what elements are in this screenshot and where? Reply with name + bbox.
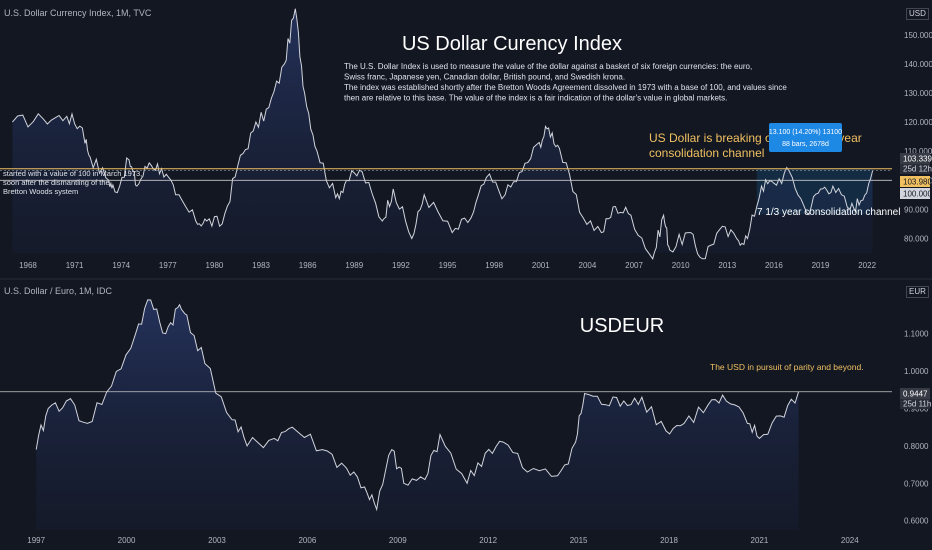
- usdeur-x-tick-9: 2024: [841, 536, 859, 545]
- usdeur-x-tick-2: 2003: [208, 536, 226, 545]
- usdeur-x-tick-7: 2018: [660, 536, 678, 545]
- dxy-y-tick-4: 120.000: [904, 118, 932, 127]
- breakout-note-line-1: consolidation channel: [649, 146, 764, 160]
- usdeur-y-tick-4: 1.0000: [904, 367, 929, 376]
- start-note-line-1: soon after the dismantling of the: [3, 178, 110, 187]
- start-note-line-0: started with a value of 100 in March 197…: [3, 169, 142, 178]
- dxy-x-tick-1: 1971: [66, 261, 84, 270]
- dxy-last-price-tag-bg: [900, 153, 930, 164]
- dxy-x-tick-2: 1974: [112, 261, 130, 270]
- top-currency-badge[interactable]: USD: [906, 8, 929, 20]
- dxy-x-tick-3: 1977: [159, 261, 177, 270]
- dxy-x-tick-10: 1998: [485, 261, 503, 270]
- bottom-currency-badge[interactable]: EUR: [906, 286, 929, 298]
- usdeur-y-tick-0: 0.6000: [904, 517, 929, 526]
- dxy-level-tag: 103.980: [903, 178, 932, 187]
- dxy-x-tick-17: 2019: [812, 261, 830, 270]
- bottom-header: U.S. Dollar / Euro, 1M, IDC: [4, 286, 113, 296]
- usdeur-x-tick-8: 2021: [751, 536, 769, 545]
- dxy-y-tick-5: 130.000: [904, 89, 932, 98]
- start-note-line-2: Bretton Woods system: [3, 187, 78, 196]
- usdeur-countdown-tag-bg: [900, 399, 930, 409]
- dxy-series-line: [12, 8, 874, 260]
- usdeur-panel: 0.60000.70000.80000.90001.00001.10001997…: [0, 299, 931, 545]
- usdeur-area-fill: [36, 299, 799, 530]
- dxy-x-tick-4: 1980: [206, 261, 224, 270]
- channel-label: 7 1/3 year consolidation channel: [757, 207, 900, 218]
- usdeur-y-tick-1: 0.7000: [904, 479, 929, 488]
- dxy-x-tick-11: 2001: [532, 261, 550, 270]
- dxy-y-tick-1: 90.000: [904, 205, 929, 214]
- dxy-x-tick-12: 2004: [579, 261, 597, 270]
- usdeur-last-price-tag-bg: [900, 388, 930, 399]
- usdeur-last-price-tag: 0.9447: [903, 390, 928, 399]
- dxy-x-tick-8: 1992: [392, 261, 410, 270]
- dxy-y-tick-7: 150.000: [904, 31, 932, 40]
- dxy-x-tick-15: 2013: [718, 261, 736, 270]
- dxy-y-tick-0: 80.000: [904, 234, 929, 243]
- usdeur-y-tick-5: 1.1000: [904, 330, 929, 339]
- dxy-y-tick-6: 140.000: [904, 60, 932, 69]
- usdeur-countdown-tag: 25d 11h: [903, 400, 931, 409]
- dxy-x-tick-7: 1989: [345, 261, 363, 270]
- dxy-description-line-1: Swiss franc, Japanese yen, Canadian doll…: [344, 73, 625, 82]
- dxy-x-tick-6: 1986: [299, 261, 317, 270]
- measure-box-line-0: 13.100 (14.20%) 13100: [769, 129, 842, 136]
- usdeur-y-tick-2: 0.8000: [904, 442, 929, 451]
- dxy-x-tick-18: 2022: [858, 261, 876, 270]
- usdeur-x-tick-6: 2015: [570, 536, 588, 545]
- dxy-area-fill: [12, 8, 873, 259]
- dxy-panel: 80.000 90.000 100.000 110.000 120.000 130.000…: [0, 8, 932, 270]
- usdeur-x-tick-5: 2012: [479, 536, 497, 545]
- dxy-countdown-tag: 25d 12h: [903, 165, 932, 174]
- measure-box-bg: [769, 123, 842, 152]
- usdeur-title: USDEUR: [580, 315, 664, 337]
- usdeur-note: The USD in pursuit of parity and beyond.: [710, 362, 864, 372]
- usdeur-x-tick-1: 2000: [118, 536, 136, 545]
- dxy-title: US Dollar Curency Index: [402, 33, 622, 55]
- usdeur-x-tick-4: 2009: [389, 536, 407, 545]
- dxy-y-tick-3: 110.000: [904, 147, 932, 156]
- dxy-countdown-tag-bg: [900, 164, 930, 174]
- usdeur-x-tick-3: 2006: [298, 536, 316, 545]
- dxy-description-line-0: The U.S. Dollar Index is used to measure…: [344, 62, 752, 71]
- dxy-base-tag: 100.000: [903, 190, 932, 199]
- usdeur-series-line: [35, 299, 800, 512]
- dxy-description-line-2: The index was established shortly after …: [344, 83, 787, 92]
- dxy-x-tick-14: 2010: [672, 261, 690, 270]
- dxy-x-tick-16: 2016: [765, 261, 783, 270]
- top-header: U.S. Dollar Currency Index, 1M, TVC: [4, 8, 152, 18]
- dxy-x-tick-0: 1968: [19, 261, 37, 270]
- measure-box-line-1: 88 bars, 2678d: [782, 141, 829, 148]
- dxy-x-tick-5: 1983: [252, 261, 270, 270]
- dxy-x-tick-13: 2007: [625, 261, 643, 270]
- dxy-x-tick-9: 1995: [439, 261, 457, 270]
- usdeur-x-tick-0: 1997: [27, 536, 45, 545]
- dxy-description-line-3: then are relative to this base. The valu…: [344, 94, 727, 103]
- dxy-level-tag-bg: [900, 176, 930, 187]
- dxy-last-price-tag: 103.339: [903, 155, 932, 164]
- dxy-base-tag-bg: [900, 188, 930, 199]
